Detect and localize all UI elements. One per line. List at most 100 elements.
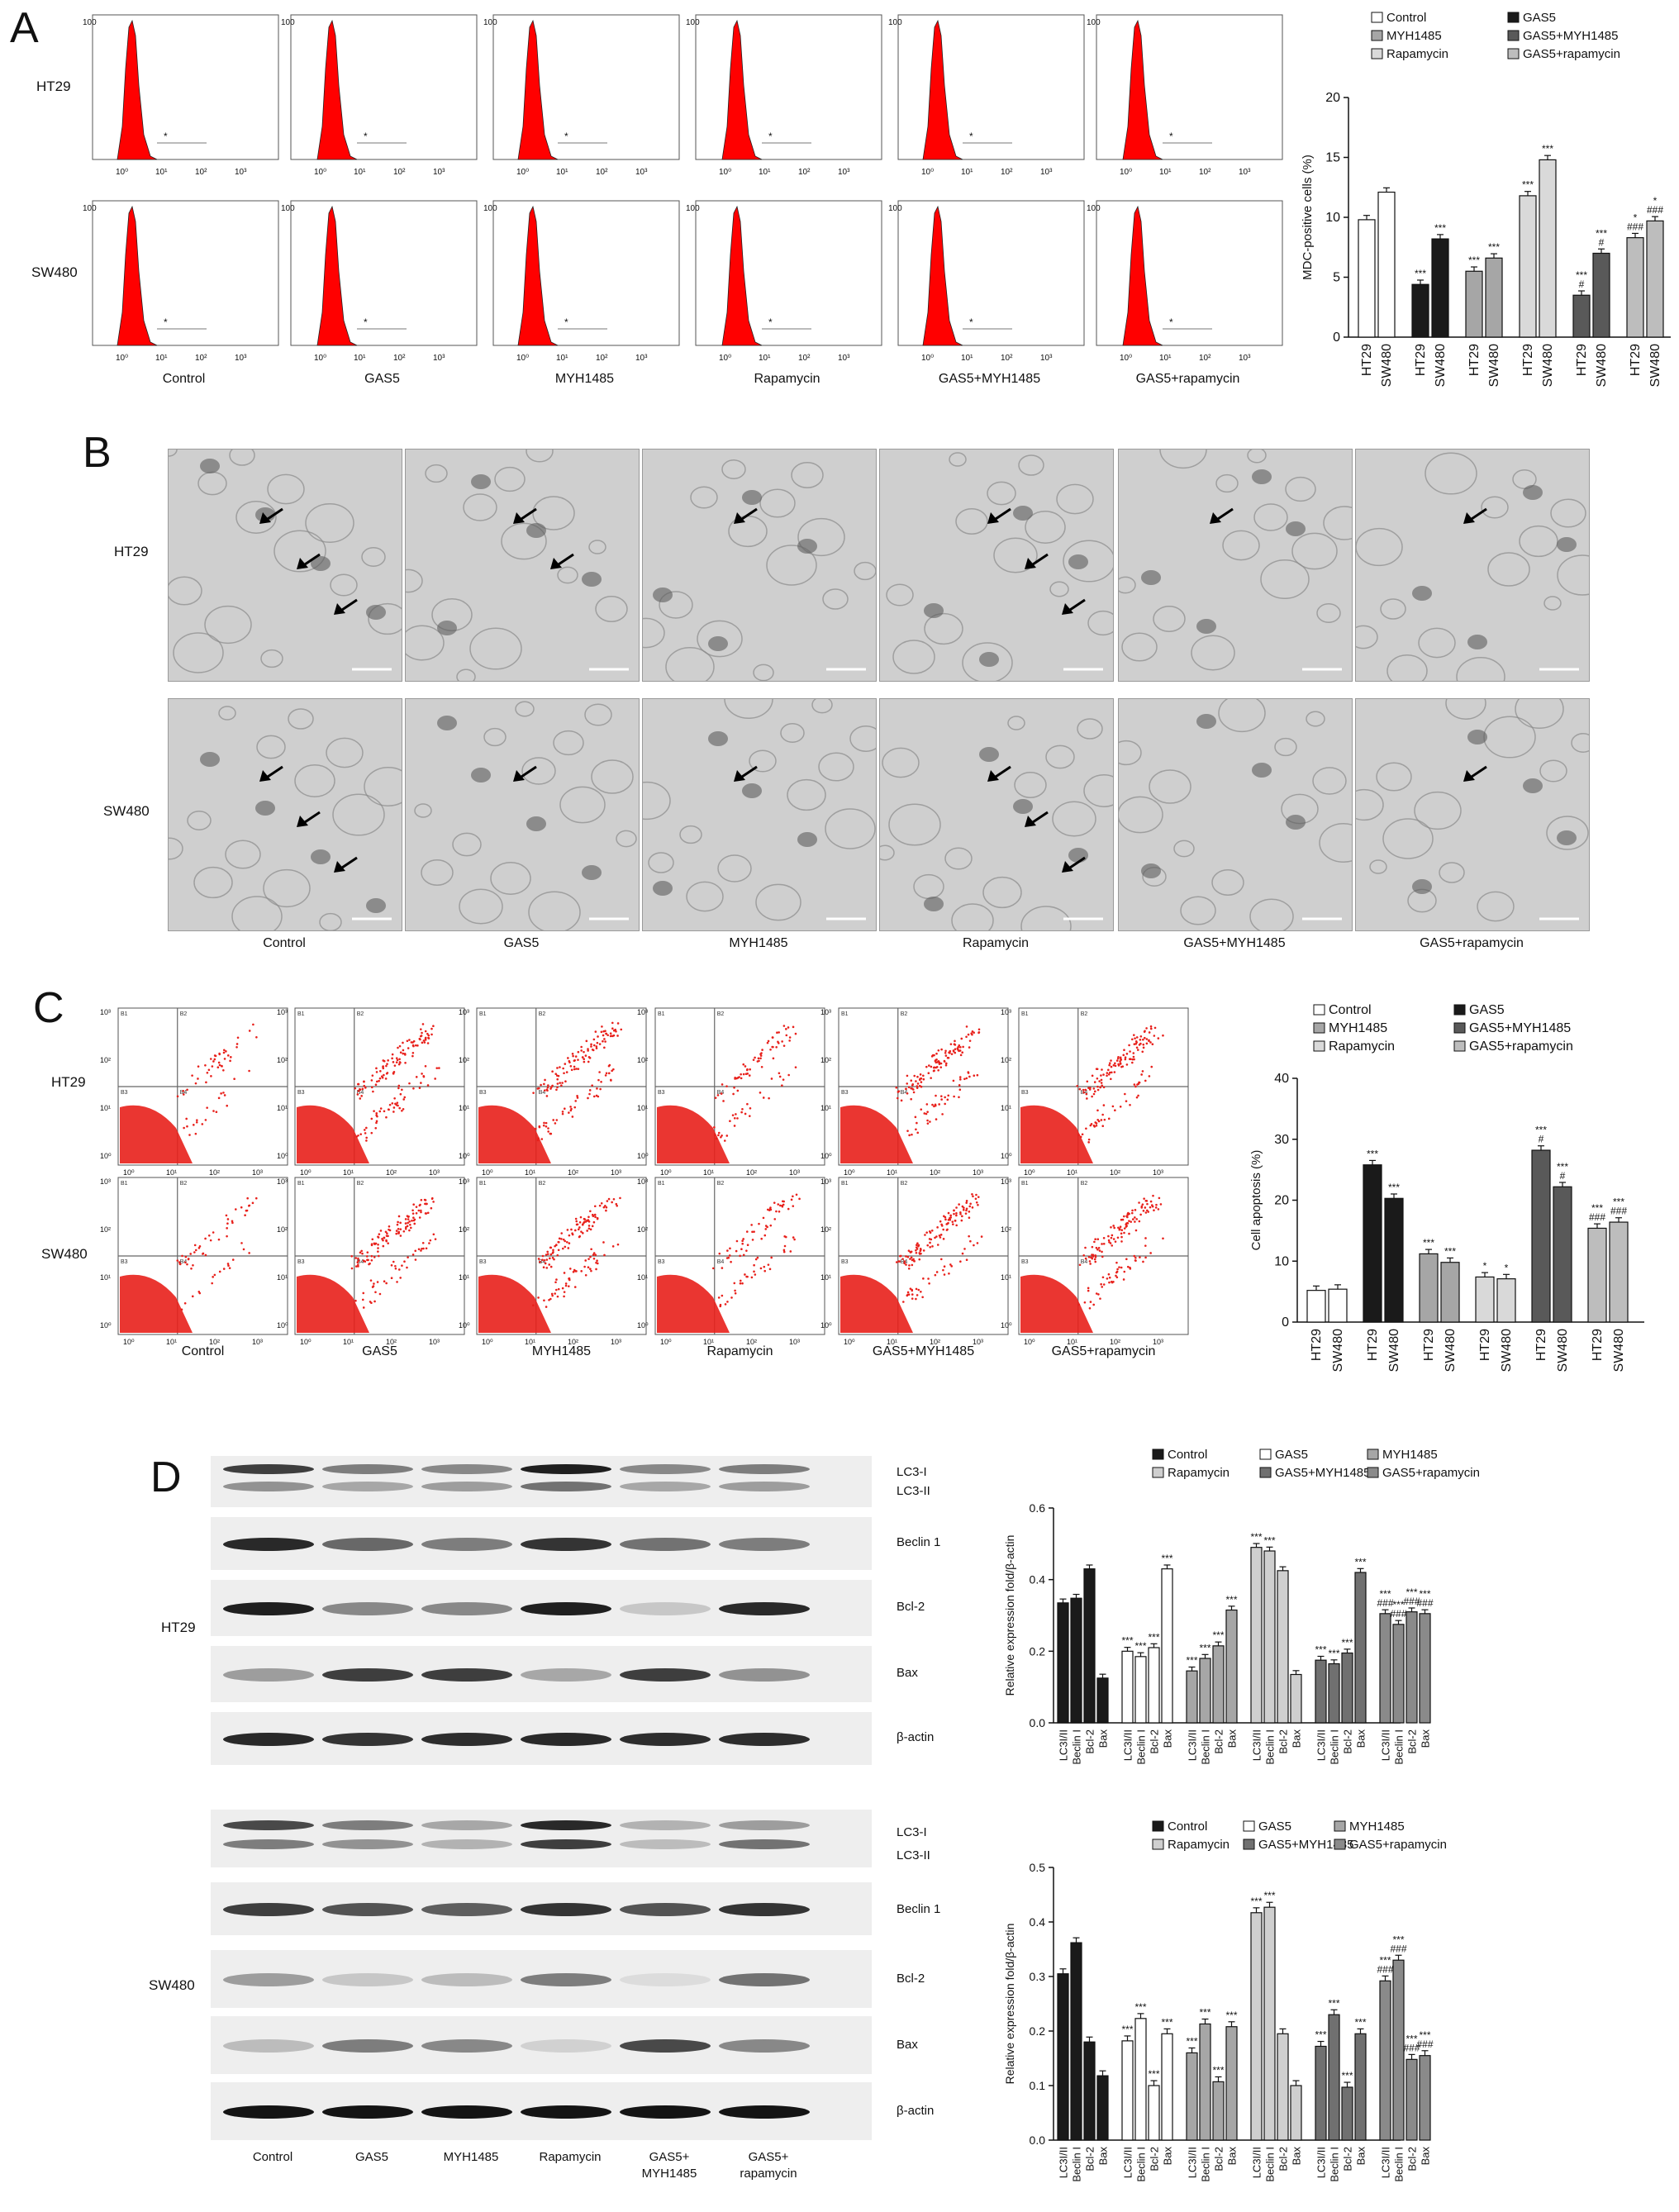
- cell-dot: [1120, 1235, 1123, 1239]
- cell-dot: [573, 1229, 577, 1232]
- dotplot-xtick: 10⁰: [660, 1338, 672, 1346]
- quadrant-label: B1: [841, 1011, 849, 1017]
- cell-dot: [941, 1113, 944, 1116]
- organelle: [193, 866, 233, 899]
- cell-dot: [254, 1196, 258, 1200]
- cell-dot: [901, 1258, 904, 1260]
- cell-dot: [226, 1104, 229, 1107]
- histogram-xtick: 10²: [393, 354, 406, 363]
- histogram-plot: 100*10⁰ 10¹ 10² 10³: [483, 14, 680, 177]
- cell-dot: [563, 1272, 566, 1274]
- cell-dot: [611, 1245, 615, 1248]
- cell-dot: [397, 1220, 399, 1224]
- dotplot-ytick: 10¹: [820, 1273, 831, 1282]
- cell-dot: [960, 1219, 963, 1222]
- legend-swatch: [1453, 1040, 1466, 1052]
- cell-dot: [759, 1057, 762, 1060]
- cell-dot: [614, 1028, 617, 1031]
- cell-dot: [969, 1239, 972, 1243]
- cell-dot: [1087, 1287, 1090, 1290]
- blot-band: [223, 1538, 314, 1551]
- category-label: LC3I/II: [1187, 2147, 1199, 2178]
- cell-dot: [408, 1039, 411, 1041]
- cell-dot: [402, 1230, 406, 1233]
- cell-dot: [217, 1238, 221, 1241]
- significance-label: ***: [1225, 1594, 1237, 1605]
- cell-dot: [771, 1036, 774, 1039]
- cell-dots: [354, 1023, 440, 1142]
- cell-dot: [782, 1078, 785, 1081]
- cell-dot: [733, 1116, 736, 1120]
- category-label: HT29: [1310, 1329, 1324, 1361]
- vesicle: [653, 587, 673, 602]
- category-label: Beclin I: [1393, 2147, 1406, 2182]
- cell-dot: [1111, 1105, 1115, 1108]
- cell-dot: [392, 1111, 395, 1113]
- cell-dot: [955, 1212, 958, 1215]
- dotplot-ytick: 10⁰: [637, 1152, 649, 1160]
- cell-dot: [1132, 1055, 1135, 1058]
- arrow-head-icon: [987, 512, 999, 524]
- cell-dot: [1139, 1039, 1142, 1041]
- cell-cluster: [297, 1274, 369, 1333]
- cell-dot: [365, 1136, 368, 1139]
- blot-band: [421, 1464, 512, 1475]
- cell-dot: [1144, 1036, 1146, 1039]
- cell-dot: [420, 1211, 422, 1214]
- cell-dot: [611, 1069, 613, 1073]
- bar: [1406, 2058, 1418, 2141]
- cell-dot: [731, 1114, 735, 1116]
- cell-dot: [222, 1068, 225, 1072]
- cell-dot: [398, 1044, 402, 1048]
- cell-dot: [402, 1052, 405, 1055]
- dotplot-xtick: 10³: [429, 1168, 440, 1177]
- cell-dot: [539, 1260, 541, 1263]
- category-label: Bax: [1291, 2147, 1303, 2166]
- cell-dot: [935, 1052, 938, 1055]
- cell-dot: [1152, 1194, 1154, 1197]
- blot-band: [421, 2039, 512, 2053]
- cell-dot: [717, 1296, 721, 1299]
- cell-dot: [248, 1069, 250, 1073]
- cell-dot: [426, 1084, 430, 1087]
- cell-dot: [408, 1229, 411, 1232]
- cell-dot: [741, 1107, 744, 1111]
- organelle: [924, 612, 963, 645]
- cell-dot: [1117, 1064, 1120, 1067]
- quadrant-label: B1: [1021, 1011, 1029, 1017]
- cell-dot: [1086, 1080, 1089, 1083]
- bar: [1057, 1602, 1069, 1724]
- tem-micrograph: [879, 698, 1114, 931]
- significance-label: ###: [1403, 2042, 1420, 2053]
- cell-dot: [1089, 1087, 1092, 1089]
- cell-dot: [770, 1077, 773, 1080]
- blot-band: [421, 1839, 512, 1850]
- cell-dot: [911, 1293, 914, 1296]
- quadrant-label: B4: [180, 1090, 188, 1096]
- blot-band: [322, 1602, 413, 1615]
- dotplot-xtick: 10²: [209, 1338, 220, 1346]
- cell-dot: [1110, 1225, 1112, 1229]
- cell-dot: [906, 1293, 909, 1296]
- organelle: [1018, 454, 1044, 476]
- cell-dot: [967, 1071, 970, 1073]
- cell-cluster: [657, 1274, 730, 1333]
- cell-dot: [426, 1211, 430, 1215]
- cell-dot: [557, 1249, 560, 1252]
- cell-dot: [781, 1084, 783, 1087]
- cell-dot: [561, 1287, 564, 1290]
- blot-band: [223, 1602, 314, 1615]
- cell-dot: [1115, 1276, 1119, 1279]
- cell-dot: [553, 1258, 555, 1261]
- cell-dot: [910, 1079, 913, 1082]
- cell-dot: [1082, 1254, 1085, 1257]
- cell-dot: [185, 1117, 188, 1120]
- bar: [1263, 1550, 1276, 1724]
- blot-label: LC3-II: [897, 1848, 930, 1862]
- blot-band: [620, 1733, 711, 1746]
- category-label: HT29: [1422, 1329, 1436, 1361]
- cell-dot: [1110, 1065, 1113, 1068]
- significance-label: ***: [1419, 2029, 1430, 2041]
- arrow-head-icon: [297, 558, 308, 569]
